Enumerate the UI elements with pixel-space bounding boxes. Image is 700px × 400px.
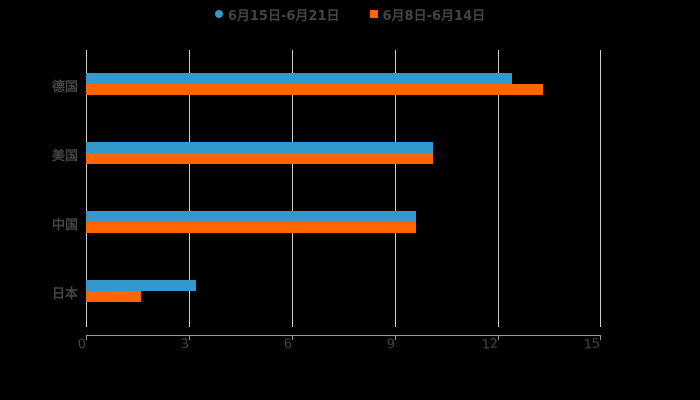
x-tick (292, 335, 293, 340)
x-tick (600, 335, 601, 340)
x-tick (498, 335, 499, 340)
bar-jun8-14[interactable] (86, 153, 433, 164)
x-tick-label: 12 (481, 336, 499, 353)
bar-jun15-21[interactable] (86, 142, 433, 153)
x-tick-label: 9 (386, 336, 396, 353)
legend-square-icon (369, 10, 378, 18)
chart-legend: 6月15日-6月21日 6月8日-6月14日 (0, 4, 700, 24)
x-axis-line (86, 335, 601, 336)
x-tick (86, 335, 87, 340)
legend-item-series-2[interactable]: 6月8日-6月14日 (369, 5, 486, 24)
y-category-label: 中国 (51, 218, 78, 233)
bar-jun8-14[interactable] (86, 291, 141, 302)
legend-circle-icon (214, 10, 223, 18)
bar-jun15-21[interactable] (86, 280, 196, 291)
x-tick (395, 335, 396, 340)
gridline (498, 50, 499, 327)
y-category-label: 美国 (51, 149, 78, 164)
legend-item-series-1[interactable]: 6月15日-6月21日 (214, 5, 340, 24)
bar-jun8-14[interactable] (86, 84, 543, 95)
x-tick-label: 3 (180, 336, 190, 353)
bar-jun8-14[interactable] (86, 222, 416, 233)
gridline (292, 50, 293, 327)
gridline (86, 50, 87, 327)
legend-label: 6月15日-6月21日 (227, 8, 340, 24)
x-tick-label: 0 (77, 336, 87, 353)
gridline (395, 50, 396, 327)
x-tick-label: 6 (283, 336, 293, 353)
gridline (600, 50, 601, 327)
legend-label: 6月8日-6月14日 (382, 8, 486, 24)
x-tick-label: 15 (583, 336, 601, 353)
bar-jun15-21[interactable] (86, 211, 416, 222)
y-category-label: 日本 (51, 287, 78, 302)
gridline (189, 50, 190, 327)
bar-jun15-21[interactable] (86, 73, 512, 84)
plot-area (86, 50, 601, 327)
x-tick (189, 335, 190, 340)
y-category-label: 德国 (51, 80, 78, 95)
